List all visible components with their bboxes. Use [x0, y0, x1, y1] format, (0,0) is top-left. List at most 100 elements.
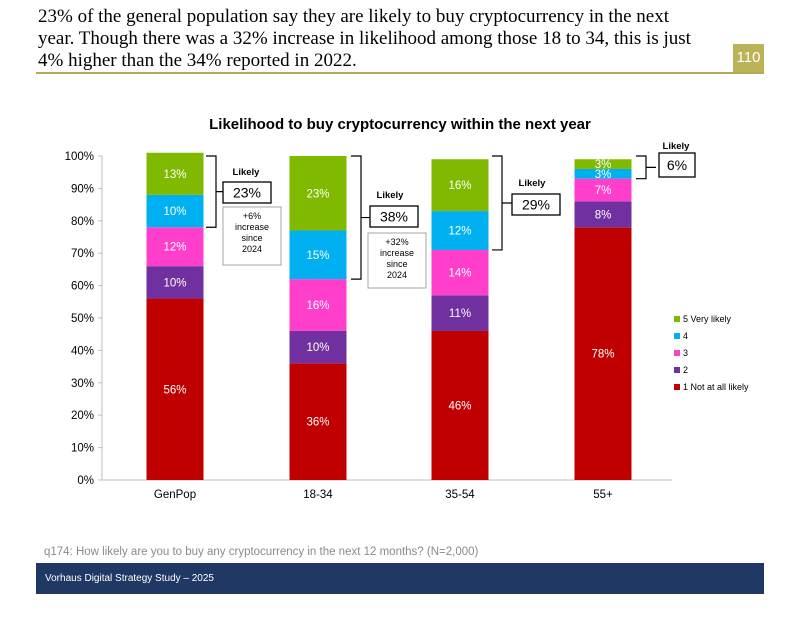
increase-note-line: since	[386, 259, 407, 269]
y-tick-label: 70%	[71, 248, 94, 260]
chart-title: Likelihood to buy cryptocurrency within …	[209, 116, 591, 133]
data-label: 12%	[163, 242, 186, 254]
y-tick-label: 80%	[71, 216, 94, 228]
likely-bracket	[492, 155, 512, 251]
bar-segment	[431, 159, 489, 212]
legend-label: 3	[683, 348, 688, 358]
headline-line-1: 23% of the general population say they a…	[38, 6, 670, 27]
bar-segment	[289, 363, 347, 480]
bar-segment	[431, 249, 489, 296]
y-tick-label: 50%	[71, 313, 94, 325]
question-footnote: q174: How likely are you to buy any cryp…	[44, 546, 479, 558]
likely-value-box	[369, 205, 419, 228]
bar-segment	[574, 227, 632, 480]
y-tick-label: 60%	[71, 281, 94, 293]
bar-segment	[289, 230, 347, 280]
data-label: 8%	[595, 209, 612, 221]
likely-label: Likely	[233, 167, 261, 178]
data-label: 10%	[163, 277, 186, 289]
increase-note-line: +32%	[385, 237, 408, 247]
x-tick-label: 55+	[593, 489, 613, 501]
data-label: 11%	[449, 308, 471, 320]
data-label: 3%	[595, 169, 612, 181]
y-tick-label: 20%	[71, 410, 94, 422]
headline: 23% of the general population say they a…	[38, 6, 728, 72]
bar-segment	[574, 168, 632, 179]
likely-value: 23%	[233, 185, 261, 201]
legend-label: 5 Very likely	[683, 314, 732, 324]
bar-segment	[146, 227, 204, 267]
likely-label: Likely	[519, 178, 547, 189]
legend-swatch	[674, 384, 680, 390]
data-label: 13%	[163, 169, 186, 181]
increase-note-line: increase	[380, 248, 414, 258]
headline-line-3: 4% higher than the 34% reported in 2022.	[38, 50, 357, 71]
data-label: 15%	[306, 250, 329, 262]
data-label: 14%	[448, 268, 471, 280]
likely-bracket	[351, 155, 371, 280]
increase-note-line: since	[241, 233, 262, 243]
likely-bracket	[636, 155, 656, 180]
increase-note-line: increase	[235, 222, 269, 232]
legend-label: 2	[683, 365, 688, 375]
data-label: 7%	[595, 185, 612, 197]
data-label: 12%	[448, 226, 471, 238]
page-number: 110	[733, 44, 764, 72]
x-tick-label: 35-54	[445, 489, 475, 501]
likely-value: 6%	[667, 157, 687, 173]
likely-value: 29%	[522, 197, 550, 213]
data-label: 78%	[591, 349, 614, 361]
increase-note-box	[367, 232, 427, 289]
y-tick-label: 40%	[71, 345, 94, 357]
x-tick-label: 18-34	[303, 489, 333, 501]
data-label: 56%	[163, 384, 186, 396]
bar-segment	[146, 266, 204, 299]
increase-note-box	[222, 206, 282, 266]
legend-swatch	[674, 333, 680, 339]
data-label: 3%	[595, 159, 612, 171]
headline-line-2: year. Though there was a 32% increase in…	[38, 28, 691, 49]
bar-segment	[431, 330, 489, 480]
legend-label: 1 Not at all likely	[683, 382, 749, 392]
data-label: 46%	[448, 400, 471, 412]
data-label: 36%	[306, 417, 329, 429]
legend-swatch	[674, 350, 680, 356]
bar-segment	[574, 178, 632, 202]
bar-segment	[574, 201, 632, 228]
data-label: 16%	[448, 180, 471, 192]
bar-segment	[431, 295, 489, 331]
bar-segment	[146, 194, 204, 228]
increase-note-line: +6%	[243, 211, 261, 221]
likely-value: 38%	[380, 209, 408, 225]
bar-segment	[289, 156, 347, 231]
data-label: 10%	[163, 206, 186, 218]
headline-divider	[36, 72, 764, 74]
bar-segment	[289, 330, 347, 364]
stacked-bar-chart: Likelihood to buy cryptocurrency within …	[65, 116, 749, 501]
increase-note-line: 2024	[387, 270, 407, 280]
data-label: 23%	[306, 188, 329, 200]
bar-segment	[146, 152, 204, 195]
bar-segment	[289, 279, 347, 331]
bar-segment	[431, 211, 489, 250]
data-label: 16%	[306, 300, 329, 312]
increase-note-line: 2024	[242, 244, 262, 254]
data-label: 10%	[306, 342, 329, 354]
x-tick-label: GenPop	[154, 489, 196, 501]
likely-label: Likely	[377, 190, 405, 201]
y-tick-label: 30%	[71, 378, 94, 390]
y-tick-label: 100%	[65, 151, 94, 163]
likely-value-box	[222, 181, 272, 204]
legend-label: 4	[683, 331, 688, 341]
footer-text: Vorhaus Digital Strategy Study – 2025	[45, 573, 214, 584]
footer-bar: Vorhaus Digital Strategy Study – 2025	[36, 563, 764, 594]
likely-label: Likely	[663, 141, 691, 152]
likely-value-box	[511, 193, 561, 216]
legend-swatch	[674, 367, 680, 373]
y-tick-label: 10%	[71, 443, 94, 455]
bar-segment	[574, 159, 632, 169]
y-tick-label: 90%	[71, 183, 94, 195]
likely-value-box	[658, 152, 696, 178]
bar-segment	[146, 298, 204, 480]
legend-swatch	[674, 316, 680, 322]
